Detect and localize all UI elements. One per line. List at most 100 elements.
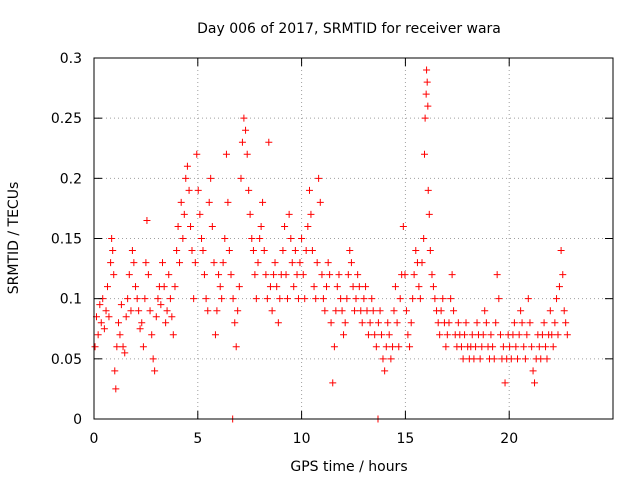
data-point: [429, 283, 437, 291]
data-point: [470, 355, 478, 363]
data-point: [354, 271, 362, 279]
data-point: [347, 259, 355, 267]
data-point: [330, 343, 338, 351]
data-point: [257, 222, 265, 230]
data-point: [111, 367, 119, 375]
data-point: [387, 355, 395, 363]
data-point: [468, 331, 476, 339]
data-point: [376, 307, 384, 315]
x-tick-label: 5: [193, 431, 202, 447]
data-point: [425, 210, 433, 218]
data-point: [313, 259, 321, 267]
data-point: [543, 355, 551, 363]
data-point: [499, 343, 507, 351]
x-tick-label: 20: [500, 431, 518, 447]
data-point: [307, 210, 315, 218]
y-tick-label: 0.1: [60, 292, 82, 308]
data-point: [138, 319, 146, 327]
data-point: [183, 162, 191, 170]
data-point: [246, 210, 254, 218]
data-point: [113, 343, 121, 351]
data-point: [116, 331, 124, 339]
data-point: [252, 295, 260, 303]
data-point: [100, 325, 108, 333]
data-point: [349, 283, 357, 291]
data-point: [276, 295, 284, 303]
data-point: [506, 343, 514, 351]
data-point: [237, 174, 245, 182]
data-point: [360, 295, 368, 303]
data-point: [391, 283, 399, 291]
data-point: [182, 174, 190, 182]
data-point: [512, 343, 520, 351]
data-point: [521, 355, 529, 363]
data-point: [294, 295, 302, 303]
data-point: [238, 138, 246, 146]
data-point: [321, 307, 329, 315]
data-point: [546, 307, 554, 315]
data-point: [343, 295, 351, 303]
data-point: [114, 319, 122, 327]
data-point: [316, 198, 324, 206]
data-point: [312, 295, 320, 303]
data-point: [94, 331, 102, 339]
data-point: [496, 331, 504, 339]
data-point: [273, 283, 281, 291]
data-point: [102, 307, 110, 315]
data-point: [185, 186, 193, 194]
data-point: [385, 331, 393, 339]
data-point: [490, 355, 498, 363]
data-point: [216, 283, 224, 291]
data-point: [279, 247, 287, 255]
tick-marks: [93, 57, 613, 420]
data-point: [229, 295, 237, 303]
data-point: [103, 283, 111, 291]
data-point: [199, 247, 207, 255]
data-point: [224, 198, 232, 206]
data-point: [97, 319, 105, 327]
data-point: [225, 247, 233, 255]
data-point: [283, 295, 291, 303]
data-point: [450, 307, 458, 315]
data-point: [537, 355, 545, 363]
data-point: [443, 331, 451, 339]
data-point: [407, 319, 415, 327]
data-point: [319, 295, 327, 303]
data-point: [219, 259, 227, 267]
data-point: [410, 271, 418, 279]
data-point: [415, 283, 423, 291]
y-tick-label: 0.3: [60, 51, 82, 67]
data-point: [368, 295, 376, 303]
data-point: [382, 343, 390, 351]
data-point: [127, 307, 135, 315]
data-point: [406, 343, 414, 351]
y-tick-label: 0.2: [60, 171, 82, 187]
data-point: [146, 307, 154, 315]
data-point: [112, 385, 120, 393]
data-point: [390, 307, 398, 315]
data-point: [362, 283, 370, 291]
data-point: [151, 367, 159, 375]
data-point: [177, 198, 185, 206]
data-point: [315, 174, 323, 182]
data-point: [324, 259, 332, 267]
data-point: [442, 343, 450, 351]
data-point: [557, 247, 565, 255]
data-point: [243, 150, 251, 158]
data-point: [169, 331, 177, 339]
data-point: [495, 295, 503, 303]
data-point: [420, 235, 428, 242]
data-point: [248, 235, 256, 242]
data-point: [426, 247, 434, 255]
data-point: [531, 379, 539, 387]
data-point: [366, 319, 374, 327]
data-point: [142, 259, 150, 267]
data-point: [245, 186, 253, 194]
data-point: [524, 295, 532, 303]
data-point: [152, 313, 160, 321]
data-point: [538, 331, 546, 339]
data-point: [173, 247, 181, 255]
data-point: [540, 319, 548, 327]
data-point: [240, 114, 248, 122]
